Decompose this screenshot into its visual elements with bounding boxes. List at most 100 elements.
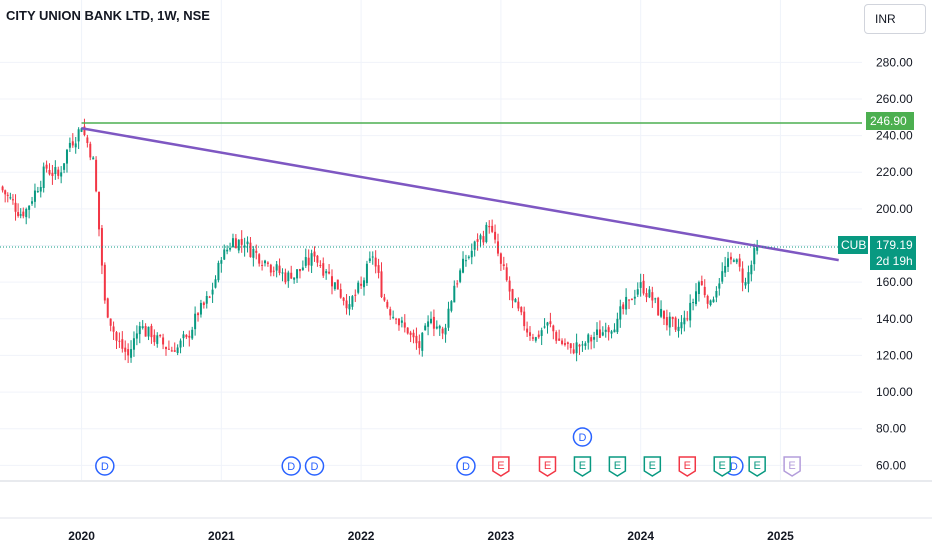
- candle-up: [427, 321, 430, 327]
- candle-up: [19, 214, 22, 216]
- candle-down: [505, 267, 508, 281]
- currency-selector[interactable]: INR: [864, 4, 926, 34]
- candle-down: [153, 334, 156, 343]
- resistance-price-label: 246.90: [866, 112, 914, 130]
- candle-up: [77, 129, 80, 142]
- candle-up: [584, 343, 587, 346]
- earnings-marker: E: [748, 456, 766, 477]
- y-tick-label: 220.00: [876, 165, 913, 179]
- candle-down: [482, 236, 485, 243]
- candle-down: [45, 164, 48, 169]
- candle-up: [92, 157, 95, 160]
- candle-down: [549, 321, 552, 325]
- candle-up: [462, 258, 465, 273]
- candle-up: [333, 282, 336, 290]
- candle-down: [342, 297, 345, 301]
- candle-up: [744, 282, 747, 286]
- candle-down: [313, 251, 316, 257]
- candle-down: [109, 318, 112, 326]
- earnings-marker: E: [492, 456, 510, 477]
- candle-up: [692, 302, 695, 304]
- candle-up: [147, 326, 150, 337]
- earnings-label: E: [579, 460, 586, 472]
- candle-down: [395, 318, 398, 320]
- candle-down: [89, 143, 92, 158]
- candle-up: [747, 272, 750, 284]
- candle-up: [281, 272, 284, 274]
- x-tick-label: 2020: [68, 529, 95, 543]
- candle-up: [156, 335, 159, 344]
- candle-up: [447, 308, 450, 328]
- candle-down: [71, 141, 74, 146]
- candle-up: [275, 264, 278, 271]
- dividend-label: D: [578, 432, 586, 444]
- earnings-label: E: [614, 460, 621, 472]
- last-price: 179.19: [876, 238, 913, 252]
- candle-up: [610, 331, 613, 334]
- candle-down: [665, 317, 668, 326]
- candle-down: [86, 137, 89, 144]
- candle-up: [601, 332, 604, 336]
- candle-down: [173, 350, 176, 352]
- symbol-label: CUB: [838, 236, 868, 254]
- candle-up: [613, 329, 616, 333]
- candle-down: [266, 262, 269, 264]
- candle-up: [293, 277, 296, 280]
- candle-up: [74, 143, 77, 148]
- candle-up: [464, 260, 467, 262]
- candle-up: [732, 260, 735, 262]
- candle-up: [619, 306, 622, 320]
- candle-up: [575, 342, 578, 354]
- candle-up: [479, 235, 482, 240]
- candle-down: [121, 339, 124, 349]
- candle-down: [537, 334, 540, 338]
- candle-up: [42, 166, 45, 188]
- candle-down: [552, 325, 555, 332]
- y-tick-label: 160.00: [876, 275, 913, 289]
- candle-up: [636, 289, 639, 295]
- candle-up: [633, 296, 636, 299]
- earnings-marker: E: [783, 456, 801, 477]
- candle-down: [671, 316, 674, 320]
- candle-down: [112, 326, 115, 332]
- candle-up: [304, 257, 307, 266]
- candle-up: [65, 149, 68, 164]
- candle-up: [715, 290, 718, 298]
- candle-down: [261, 264, 264, 266]
- candle-down: [529, 332, 532, 336]
- earnings-marker: E: [573, 456, 592, 477]
- candle-down: [354, 294, 357, 296]
- candle-down: [511, 289, 514, 301]
- candle-up: [697, 282, 700, 294]
- candle-down: [298, 269, 301, 272]
- y-tick-label: 200.00: [876, 202, 913, 216]
- candle-down: [118, 340, 121, 342]
- candle-up: [220, 260, 223, 264]
- candle-down: [83, 126, 86, 135]
- candle-down: [502, 264, 505, 266]
- candle-down: [645, 293, 648, 298]
- candle-up: [28, 205, 31, 210]
- candle-down: [494, 231, 497, 240]
- candle-down: [100, 228, 103, 266]
- candle-down: [188, 335, 191, 338]
- candle-down: [578, 344, 581, 347]
- candle-down: [598, 329, 601, 338]
- candle-down: [6, 194, 9, 196]
- dividend-marker: D: [456, 456, 476, 476]
- candle-down: [11, 199, 14, 201]
- candle-down: [566, 342, 569, 344]
- candle-up: [750, 264, 753, 275]
- candle-down: [572, 349, 575, 354]
- candle-up: [9, 197, 12, 199]
- candle-down: [234, 238, 237, 249]
- candle-up: [296, 269, 299, 279]
- candle-down: [339, 289, 342, 298]
- candle-up: [540, 330, 543, 336]
- candle-down: [558, 338, 561, 341]
- candle-down: [322, 263, 325, 276]
- candle-down: [255, 250, 258, 253]
- earnings-marker: E: [678, 456, 697, 477]
- candle-up: [470, 250, 473, 258]
